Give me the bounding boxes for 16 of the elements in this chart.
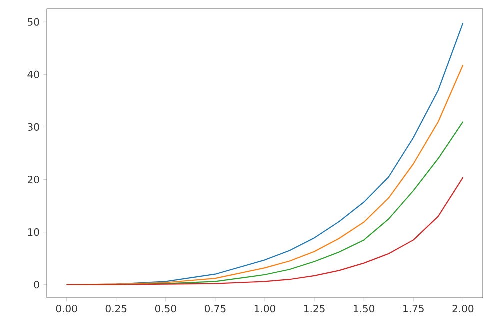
x-tick-label: 1.25 xyxy=(304,305,325,313)
y-tick-label: 0 xyxy=(34,281,40,289)
x-tick-label: 0.75 xyxy=(204,305,226,313)
y-tick-label: 40 xyxy=(28,70,40,78)
y-tick-label: 30 xyxy=(28,123,40,132)
y-tick-label: 10 xyxy=(28,228,40,236)
x-tick-label: 0.50 xyxy=(155,305,176,313)
line-series xyxy=(66,177,464,286)
y-tick-label: 20 xyxy=(28,176,40,184)
x-tick-label: 2.00 xyxy=(452,305,474,313)
x-tick-label: 1.00 xyxy=(254,305,276,313)
x-tick-label: 0.00 xyxy=(56,305,78,313)
x-tick-label: 1.50 xyxy=(354,305,375,313)
x-tick-label: 0.25 xyxy=(106,305,127,313)
y-tick-label: 50 xyxy=(28,18,40,26)
x-tick-label: 1.75 xyxy=(404,305,424,312)
